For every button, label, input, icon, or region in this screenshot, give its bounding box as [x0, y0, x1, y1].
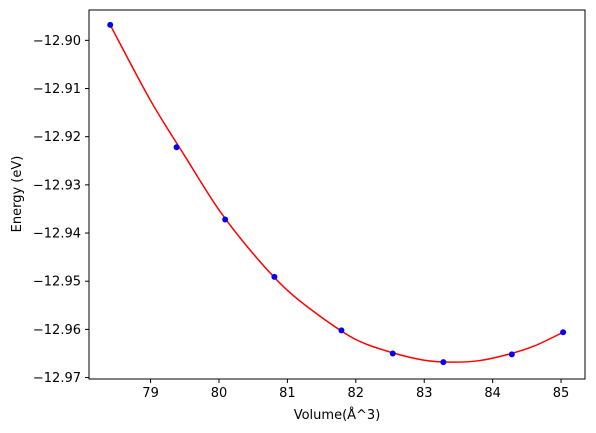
y-tick-label: −12.97 [33, 371, 81, 386]
plot-area [107, 21, 567, 366]
x-tick-label: 80 [211, 386, 228, 401]
data-point [107, 21, 114, 28]
x-tick-label: 79 [142, 386, 159, 401]
y-axis-label: Energy (eV) [10, 156, 25, 233]
axes-frame [88, 9, 586, 380]
data-point [440, 359, 447, 366]
x-axis: 79 80 81 82 83 84 85 [142, 379, 569, 401]
x-tick-label: 85 [553, 386, 570, 401]
x-tick-label: 83 [416, 386, 433, 401]
x-tick-label: 81 [279, 386, 296, 401]
y-tick-label: −12.92 [33, 130, 81, 145]
data-point [173, 144, 180, 151]
data-point [560, 329, 567, 336]
y-tick-label: −12.96 [33, 323, 81, 338]
data-point [389, 350, 396, 357]
fit-curve [109, 24, 564, 363]
y-tick-label: −12.94 [33, 227, 81, 242]
x-axis-label: Volume(Å^3) [294, 407, 381, 423]
y-tick-label: −12.91 [33, 82, 81, 97]
data-point [338, 327, 345, 334]
y-tick-label: −12.90 [33, 34, 81, 49]
data-point [271, 273, 278, 280]
y-axis: −12.97 −12.96 −12.95 −12.94 −12.93 −12.92 −12.… [33, 34, 89, 386]
y-tick-label: −12.93 [33, 178, 81, 193]
x-tick-label: 84 [484, 386, 501, 401]
data-point [508, 351, 515, 358]
x-tick-label: 82 [348, 386, 365, 401]
data-point [222, 216, 229, 223]
y-tick-label: −12.95 [33, 275, 81, 290]
